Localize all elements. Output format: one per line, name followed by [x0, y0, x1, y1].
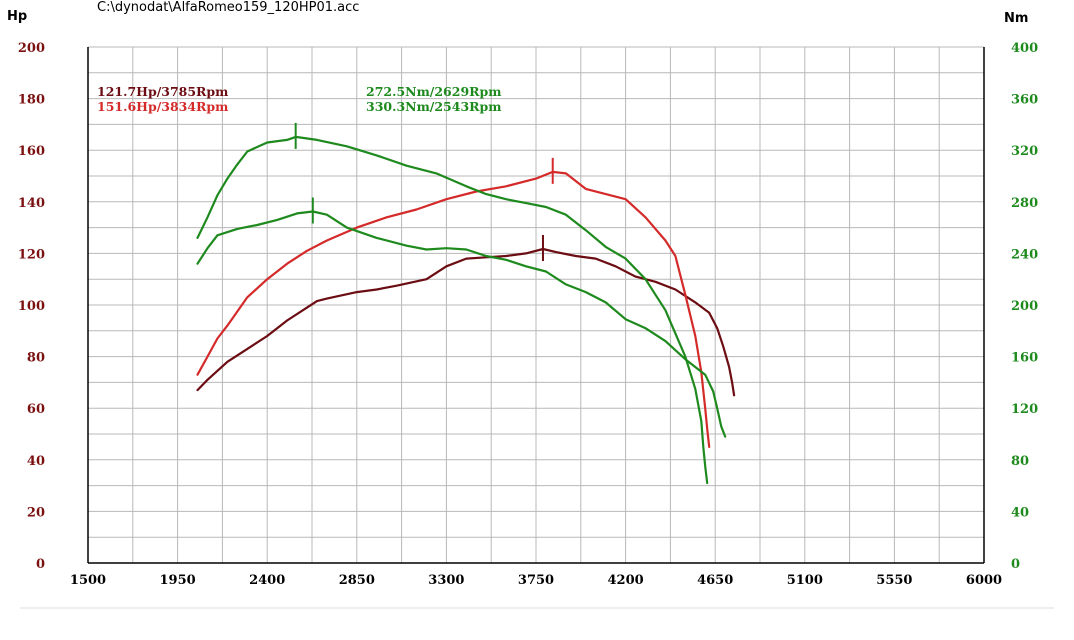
y-right-tick-label: 80 — [1011, 454, 1029, 469]
x-tick-label: 3750 — [518, 573, 554, 588]
right-axis-unit: Nm — [1004, 11, 1029, 26]
x-tick-labels: 1500 1950 2400 2850 3300 3750 4200 4650 5100 5550… — [70, 573, 1002, 588]
y-left-tick-label: 200 — [18, 41, 45, 56]
series-line-nm_stock — [196, 210, 727, 438]
x-tick-label: 4200 — [608, 573, 644, 588]
y-left-tick-label: 80 — [27, 351, 45, 366]
y-right-tick-label: 360 — [1011, 93, 1038, 108]
x-tick-label: 2850 — [339, 573, 375, 588]
y-left-tick-labels: 0 20 40 60 80 100 120 140 160 180 200 — [18, 41, 45, 572]
annotation-hp-tuned: 151.6Hp/3834Rpm — [97, 99, 229, 114]
file-path-title: C:\dynodat\AlfaRomeo159_120HP01.acc — [97, 0, 360, 15]
chart-series — [196, 122, 736, 485]
y-left-tick-label: 160 — [18, 144, 45, 159]
y-left-tick-label: 0 — [36, 557, 45, 572]
y-right-tick-label: 280 — [1011, 196, 1038, 211]
chart-grid — [87, 46, 985, 564]
left-axis-unit: Hp — [7, 9, 28, 24]
y-right-tick-label: 240 — [1011, 247, 1038, 262]
x-tick-label: 1500 — [70, 573, 106, 588]
y-left-tick-label: 140 — [18, 196, 45, 211]
y-right-tick-label: 320 — [1011, 144, 1038, 159]
y-right-tick-labels: 0 40 80 120 160 200 240 280 320 360 400 — [1011, 41, 1038, 572]
series-line-hp_stock — [196, 247, 736, 397]
series-line-nm_tuned — [196, 135, 709, 485]
x-tick-label: 4650 — [697, 573, 733, 588]
y-right-tick-label: 120 — [1011, 402, 1038, 417]
y-left-tick-label: 20 — [27, 505, 45, 520]
x-tick-label: 3300 — [428, 573, 464, 588]
y-left-tick-label: 40 — [27, 454, 45, 469]
y-right-tick-label: 40 — [1011, 505, 1029, 520]
x-tick-label: 6000 — [966, 573, 1002, 588]
y-left-tick-label: 100 — [18, 299, 45, 314]
x-tick-label: 5100 — [787, 573, 823, 588]
annotation-hp-stock: 121.7Hp/3785Rpm — [97, 84, 229, 99]
annotation-nm-stock: 272.5Nm/2629Rpm — [366, 84, 502, 99]
x-tick-label: 1950 — [160, 573, 196, 588]
y-left-tick-label: 120 — [18, 247, 45, 262]
chart-axes — [20, 47, 1054, 609]
y-right-tick-label: 0 — [1011, 557, 1020, 572]
series-line-hp_tuned — [196, 170, 711, 448]
y-right-tick-label: 400 — [1011, 41, 1038, 56]
y-left-tick-label: 60 — [27, 402, 45, 417]
annotation-nm-tuned: 330.3Nm/2543Rpm — [366, 99, 502, 114]
x-tick-label: 5550 — [876, 573, 912, 588]
y-right-tick-label: 200 — [1011, 299, 1038, 314]
x-tick-label: 2400 — [249, 573, 285, 588]
y-right-tick-label: 160 — [1011, 351, 1038, 366]
y-left-tick-label: 180 — [18, 93, 45, 108]
